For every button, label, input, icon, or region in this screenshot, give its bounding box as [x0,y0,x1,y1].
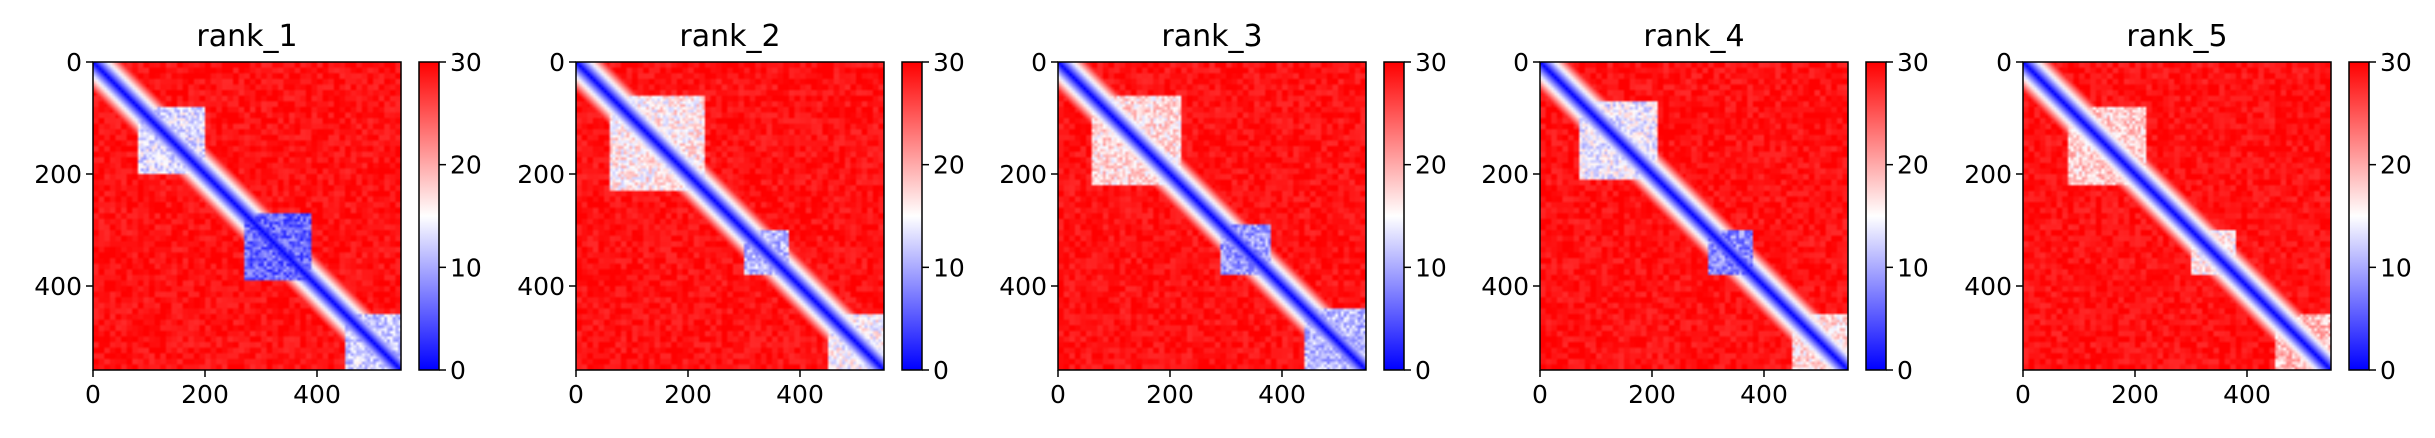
colorbar-tick-label: 20 [933,151,965,180]
x-tick-label: 0 [1050,380,1066,409]
y-tick-label: 400 [1481,272,1529,301]
y-tick-label: 0 [1996,48,2012,77]
colorbar [2349,62,2369,370]
panel-title: rank_4 [1643,19,1744,54]
x-tick-label: 200 [2111,380,2159,409]
x-tick-label: 0 [568,380,584,409]
y-tick-label: 0 [1031,48,1047,77]
x-tick-label: 0 [1532,380,1548,409]
colorbar-frame [1865,61,1887,371]
colorbar-tick-label: 0 [450,356,466,385]
heatmap-panel: rank_2 0 200 400 0 200 400 0 10 20 30 [517,19,965,409]
colorbar [419,62,439,370]
x-tick-label: 200 [181,380,229,409]
y-tick-label: 200 [1964,160,2012,189]
colorbar-tick-label: 0 [1415,356,1431,385]
colorbar-tick-label: 30 [1415,48,1447,77]
x-tick-label: 400 [776,380,824,409]
panel-title: rank_1 [196,19,297,54]
heatmap-panel: rank_1 0 200 400 0 200 400 0 10 20 30 [34,19,482,409]
colorbar-tick-label: 10 [2380,253,2412,282]
y-tick-label: 400 [999,272,1047,301]
x-tick-label: 400 [1258,380,1306,409]
y-tick-label: 200 [999,160,1047,189]
colorbar-tick-label: 10 [450,253,482,282]
plot-frame [2022,61,2332,371]
panel-title: rank_5 [2126,19,2227,54]
x-tick-label: 400 [2223,380,2271,409]
colorbar-tick-label: 30 [1897,48,1929,77]
heatmap-panel: rank_5 0 200 400 0 200 400 0 10 20 30 [1964,19,2412,409]
colorbar-frame [418,61,440,371]
colorbar-frame [901,61,923,371]
y-tick-label: 400 [34,272,82,301]
heatmap-image [1058,62,1366,370]
colorbar-tick-label: 10 [1415,253,1447,282]
colorbar-tick-label: 10 [1897,253,1929,282]
heatmap-image [2023,62,2331,370]
colorbar-frame [2348,61,2370,371]
colorbar-tick-label: 20 [2380,151,2412,180]
x-tick-label: 400 [1740,380,1788,409]
heatmap-image [576,62,884,370]
colorbar-frame [1383,61,1405,371]
y-tick-label: 400 [1964,272,2012,301]
colorbar-tick-label: 20 [1415,151,1447,180]
plot-frame [1057,61,1367,371]
colorbar-tick-label: 10 [933,253,965,282]
heatmap-image [93,62,401,370]
x-tick-label: 0 [2015,380,2031,409]
y-tick-label: 0 [66,48,82,77]
y-tick-label: 0 [1513,48,1529,77]
y-tick-label: 0 [549,48,565,77]
colorbar-tick-label: 0 [2380,356,2396,385]
heatmap-panel: rank_3 0 200 400 0 200 400 0 10 20 30 [999,19,1447,409]
y-tick-label: 200 [517,160,565,189]
y-tick-label: 400 [517,272,565,301]
x-tick-label: 200 [1628,380,1676,409]
x-tick-label: 200 [1146,380,1194,409]
colorbar-tick-label: 30 [450,48,482,77]
colorbar [1384,62,1404,370]
heatmap-panel: rank_4 0 200 400 0 200 400 0 10 20 30 [1481,19,1929,409]
y-tick-label: 200 [1481,160,1529,189]
colorbar-tick-label: 30 [933,48,965,77]
x-tick-label: 200 [664,380,712,409]
panel-title: rank_2 [679,19,780,54]
panel-title: rank_3 [1161,19,1262,54]
plot-frame [1539,61,1849,371]
colorbar [902,62,922,370]
heatmap-image [1540,62,1848,370]
x-tick-label: 0 [85,380,101,409]
colorbar-tick-label: 30 [2380,48,2412,77]
x-tick-label: 400 [293,380,341,409]
colorbar [1866,62,1886,370]
colorbar-tick-label: 20 [450,151,482,180]
plot-frame [92,61,402,371]
y-tick-label: 200 [34,160,82,189]
colorbar-tick-label: 0 [933,356,949,385]
colorbar-tick-label: 20 [1897,151,1929,180]
colorbar-tick-label: 0 [1897,356,1913,385]
plot-frame [575,61,885,371]
